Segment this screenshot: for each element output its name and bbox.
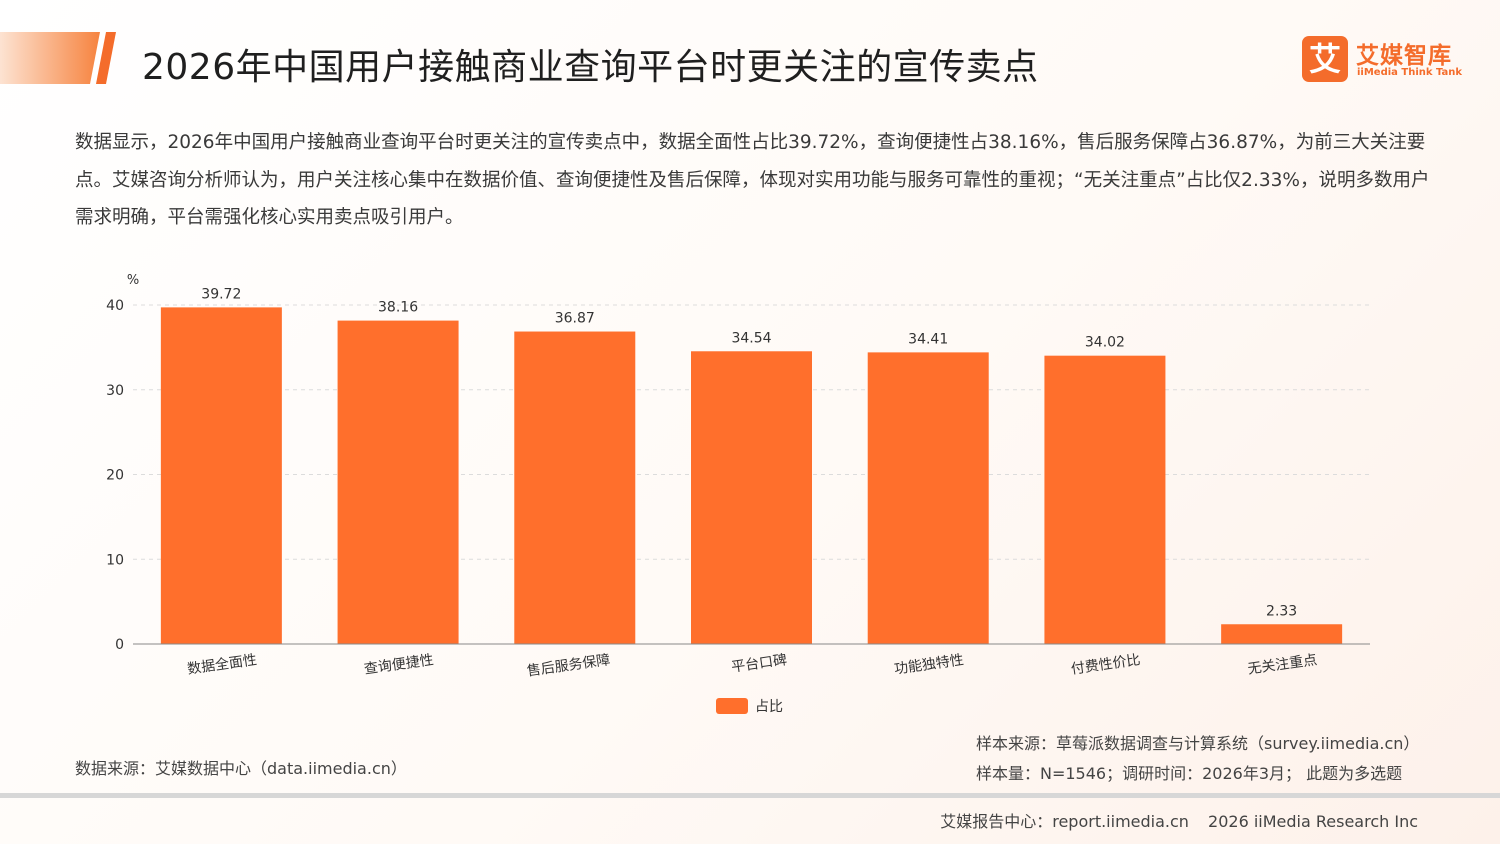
iimedia-logo: 艾 艾媒智库 iiMedia Think Tank [1302,36,1462,84]
bar [867,352,989,644]
logo-name-cn: 艾媒智库 [1356,43,1452,69]
data-label: 39.72 [201,286,241,302]
y-tick-label: 10 [106,552,124,568]
x-tick-label: 平台口碑 [730,652,788,676]
data-label: 34.54 [731,330,771,346]
y-tick-label: 30 [106,383,124,399]
y-tick-label: 40 [106,298,124,314]
summary-text: 数据显示，2026年中国用户接触商业查询平台时更关注的宣传卖点中，数据全面性占比… [75,132,1430,228]
legend-swatch [716,698,748,714]
bar [1221,624,1343,644]
title-decoration [0,32,116,84]
bar [1044,355,1166,644]
bar [337,320,459,644]
y-tick-label: 0 [115,637,124,653]
y-unit-label: % [127,273,139,288]
footer-divider [0,793,1500,798]
logo-mark: 艾 [1302,36,1348,82]
y-tick-label: 20 [106,468,124,484]
x-tick-label: 数据全面性 [186,651,258,678]
sample-info: 样本量：N=1546；调研时间：2026年3月； 此题为多选题 [976,764,1403,783]
footer-report-center: 艾媒报告中心：report.iimedia.cn [940,812,1189,831]
footer: 艾媒报告中心：report.iimedia.cn 2026 iiMedia Re… [940,808,1418,832]
data-source: 数据来源：艾媒数据中心（data.iimedia.cn） [75,759,407,778]
page-title: 2026年中国用户接触商业查询平台时更关注的宣传卖点 [142,47,1039,88]
x-tick-label: 无关注重点 [1247,652,1319,678]
sample-source: 样本来源：草莓派数据调查与计算系统（survey.iimedia.cn） [976,734,1420,753]
x-tick-label: 付费性价比 [1070,652,1142,678]
bar [160,307,282,644]
bar [691,351,812,644]
data-label: 34.02 [1085,335,1125,351]
footer-copyright: 2026 iiMedia Research Inc [1208,812,1418,831]
x-tick-label: 功能独特性 [893,652,965,678]
logo-name-en: iiMedia Think Tank [1357,67,1463,78]
x-tick-label: 查询便捷性 [363,652,435,678]
data-label: 36.87 [555,311,595,327]
x-tick-label: 售后服务保障 [526,652,611,680]
bar [514,331,636,644]
data-label: 2.33 [1266,603,1297,619]
legend-label: 占比 [755,699,783,715]
data-label: 38.16 [378,300,418,316]
data-label: 34.41 [908,331,948,347]
